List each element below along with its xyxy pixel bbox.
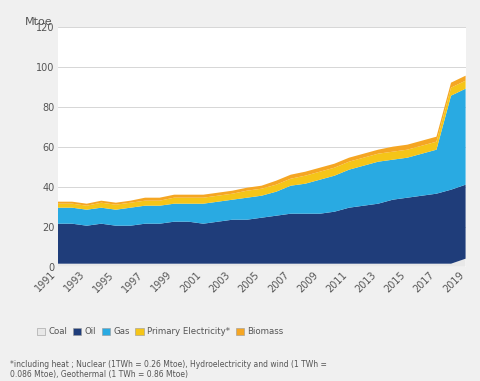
Legend: Coal, Oil, Gas, Primary Electricity*, Biomass: Coal, Oil, Gas, Primary Electricity*, Bi…	[33, 324, 288, 340]
Text: Mtoe: Mtoe	[25, 17, 53, 27]
Text: *including heat ; Nuclear (1TWh = 0.26 Mtoe), Hydroelectricity and wind (1 TWh =: *including heat ; Nuclear (1TWh = 0.26 M…	[10, 360, 326, 379]
